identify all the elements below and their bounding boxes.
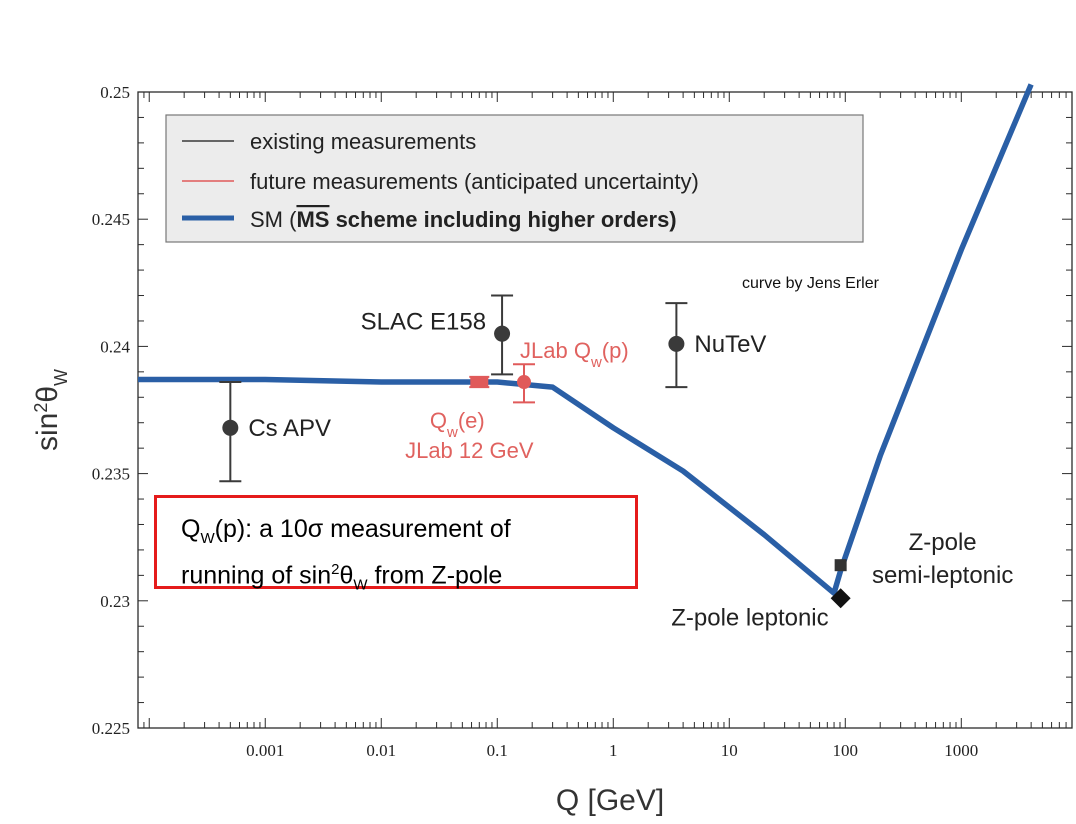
label-jlab-12gev: JLab 12 GeV: [405, 438, 534, 463]
callout-line2-suffix: from Z-pole: [367, 561, 503, 590]
callout-box: QW(p): a 10σ measurement of running of s…: [154, 495, 638, 593]
y-tick-label: 0.225: [92, 719, 130, 738]
legend-label-sm-overlined: MS: [296, 207, 329, 232]
plot-frame: [137, 91, 1073, 729]
y-tick-label: 0.23: [100, 592, 130, 611]
x-tick-label: 0.001: [246, 741, 284, 760]
label-qwp-sub: w: [590, 354, 602, 371]
data-point: [494, 325, 511, 342]
label-qwp-main: JLab Q: [520, 338, 591, 363]
curve-credit: curve by Jens Erler: [742, 275, 880, 292]
callout-line2-prefix: running of sin: [181, 561, 332, 590]
y-axis-title-part: θ: [31, 386, 64, 403]
legend-label-existing: existing measurements: [250, 129, 476, 154]
callout-line-2: running of sin2θW from Z-pole: [181, 554, 511, 600]
label-slac-e158: SLAC E158: [361, 309, 486, 336]
square-marker: [834, 559, 847, 572]
label-qwe-sub: w: [446, 424, 458, 441]
label-jlab-qwp: JLab Qw(p): [520, 338, 629, 371]
x-tick-label: 1: [609, 741, 618, 760]
x-tick-label: 10: [721, 741, 738, 760]
label-qwe-tail: (e): [458, 408, 485, 433]
y-axis-title-part: sin: [31, 413, 64, 451]
legend-label-sm-suffix: scheme including higher orders): [329, 207, 676, 232]
data-point-future-qwp: [517, 375, 532, 390]
label-zpole-semi-1: Z-pole: [909, 529, 977, 556]
callout-text: QW(p): a 10σ measurement of running of s…: [181, 514, 511, 600]
data-point: [222, 419, 239, 436]
label-nutev: NuTeV: [694, 331, 766, 358]
sm-curve-line: [138, 83, 1034, 596]
label-qwp-tail: (p): [602, 338, 629, 363]
callout-line-1: QW(p): a 10σ measurement of: [181, 514, 511, 554]
callout-text2: measurement of: [323, 515, 511, 543]
callout-text1: (p): a 10: [214, 515, 308, 543]
y-tick-label: 0.245: [92, 210, 130, 229]
callout-sup: 2: [331, 561, 340, 578]
label-qwe: Qw(e): [430, 408, 485, 441]
callout-theta-sub: W: [353, 576, 368, 594]
y-tick-label: 0.235: [92, 465, 130, 484]
sm-curve-group: [138, 83, 1034, 596]
label-cs-apv: Cs APV: [248, 415, 331, 442]
x-tick-label: 1000: [944, 741, 978, 760]
data-point-future-qwe: [470, 376, 489, 388]
legend-box: [165, 114, 864, 243]
data-point: [668, 335, 685, 352]
y-axis-title-part: W: [51, 369, 71, 386]
y-axis-title: sin2θW: [31, 369, 71, 451]
label-zpole-semi-2: semi-leptonic: [872, 562, 1013, 589]
y-axis-title-part: 2: [31, 403, 51, 413]
legend-label-sm-prefix: SM (: [250, 207, 297, 232]
legend-label-sm: SM (MS scheme including higher orders): [250, 207, 677, 232]
callout-theta: θ: [339, 561, 354, 590]
y-tick-label: 0.25: [100, 83, 130, 102]
x-axis-title: Q [GeV]: [556, 784, 664, 817]
callout-sigma: σ: [307, 515, 324, 543]
x-tick-label: 0.01: [366, 741, 396, 760]
label-qwe-main: Q: [430, 408, 447, 433]
x-tick-label: 0.1: [487, 741, 508, 760]
label-zpole-leptonic: Z-pole leptonic: [671, 604, 828, 631]
diamond-marker: [830, 588, 851, 609]
callout-q-sub: W: [200, 530, 215, 547]
legend: existing measurements future measurement…: [165, 114, 864, 243]
callout-q: Q: [181, 515, 201, 543]
y-tick-label: 0.24: [100, 337, 130, 356]
legend-label-future: future measurements (anticipated uncerta…: [250, 169, 699, 194]
x-tick-label: 100: [833, 741, 859, 760]
axis-ticks: 0.001 0.01 0.1 1 10 100 1000 0.225 0.23 0.235 0.24…: [92, 83, 1073, 760]
